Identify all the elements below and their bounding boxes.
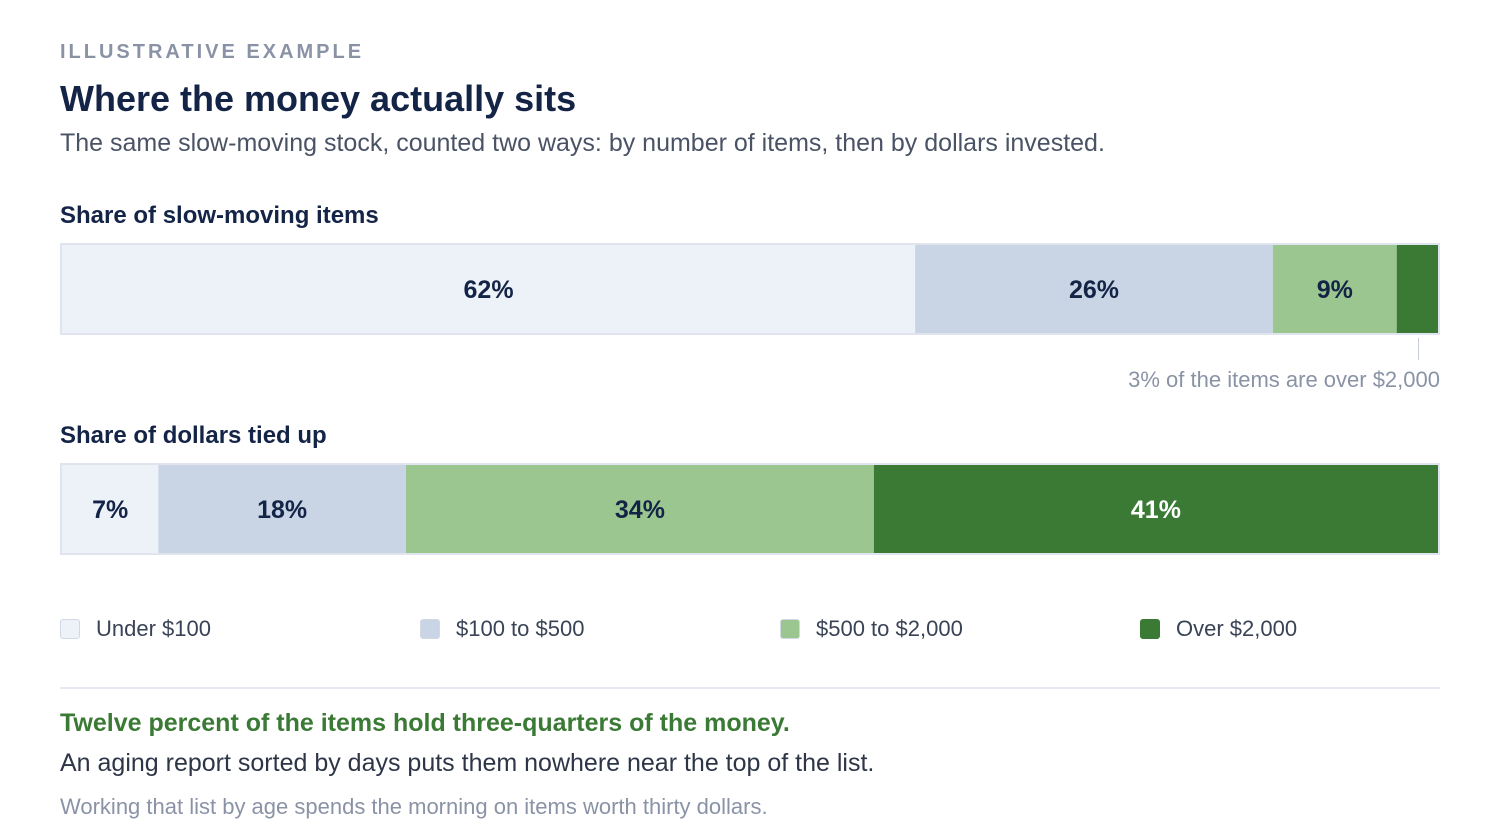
- items-bar-title: Share of slow-moving items: [60, 202, 379, 229]
- dollars-stacked-bar: 7% 18% 34% 41%: [60, 463, 1440, 555]
- chart-subtitle: The same slow-moving stock, counted two …: [60, 129, 1105, 157]
- legend-swatch-500-to-2000: [780, 619, 800, 639]
- legend-swatch-100-to-500: [420, 619, 440, 639]
- dollars-label-100-to-500: 18%: [257, 496, 307, 524]
- items-segment-over-2000: [1396, 245, 1438, 333]
- legend-item-over-2000: Over $2,000: [1140, 614, 1297, 644]
- legend-swatch-over-2000: [1140, 619, 1160, 639]
- items-segment-500-to-2000: [1272, 245, 1397, 333]
- items-label-under-100: 62%: [464, 276, 514, 304]
- dollars-segment-100-to-500: [158, 465, 406, 553]
- items-callout-annotation: 3% of the items are over $2,000: [1128, 367, 1440, 392]
- legend-item-under-100: Under $100: [60, 614, 211, 644]
- dollars-label-over-2000: 41%: [1131, 496, 1181, 524]
- takeaway-headline: Twelve percent of the items hold three-q…: [60, 709, 790, 737]
- chart-title: Where the money actually sits: [60, 78, 577, 119]
- items-label-100-to-500: 26%: [1069, 276, 1119, 304]
- items-label-500-to-2000: 9%: [1317, 276, 1353, 304]
- items-segment-under-100: [62, 245, 916, 333]
- legend-swatch-under-100: [60, 619, 80, 639]
- takeaway-footnote: Working that list by age spends the morn…: [60, 794, 768, 819]
- legend-label-100-to-500: $100 to $500: [456, 616, 585, 641]
- dollars-segment-over-2000: [873, 465, 1438, 553]
- legend: Under $100 $100 to $500 $500 to $2,000 O…: [60, 614, 1440, 644]
- legend-label-over-2000: Over $2,000: [1176, 616, 1298, 641]
- eyebrow-label: ILLUSTRATIVE EXAMPLE: [60, 41, 365, 63]
- section-divider: [60, 687, 1440, 689]
- dollars-label-500-to-2000: 34%: [615, 496, 665, 524]
- items-segment-100-to-500: [915, 245, 1273, 333]
- items-bar-svg: 62% 26% 9%: [62, 245, 1438, 333]
- callout-leader-line: [1418, 338, 1419, 360]
- dollars-segment-500-to-2000: [406, 465, 874, 553]
- dollars-segment-under-100: [62, 465, 159, 553]
- dollars-label-under-100: 7%: [92, 496, 128, 524]
- legend-label-500-to-2000: $500 to $2,000: [816, 616, 963, 641]
- takeaway-body: An aging report sorted by days puts them…: [60, 749, 875, 777]
- items-stacked-bar: 62% 26% 9%: [60, 243, 1440, 335]
- legend-item-100-to-500: $100 to $500: [420, 614, 584, 644]
- legend-label-under-100: Under $100: [96, 616, 211, 641]
- dollars-bar-svg: 7% 18% 34% 41%: [62, 465, 1438, 553]
- legend-item-500-to-2000: $500 to $2,000: [780, 614, 963, 644]
- dollars-bar-title: Share of dollars tied up: [60, 422, 327, 449]
